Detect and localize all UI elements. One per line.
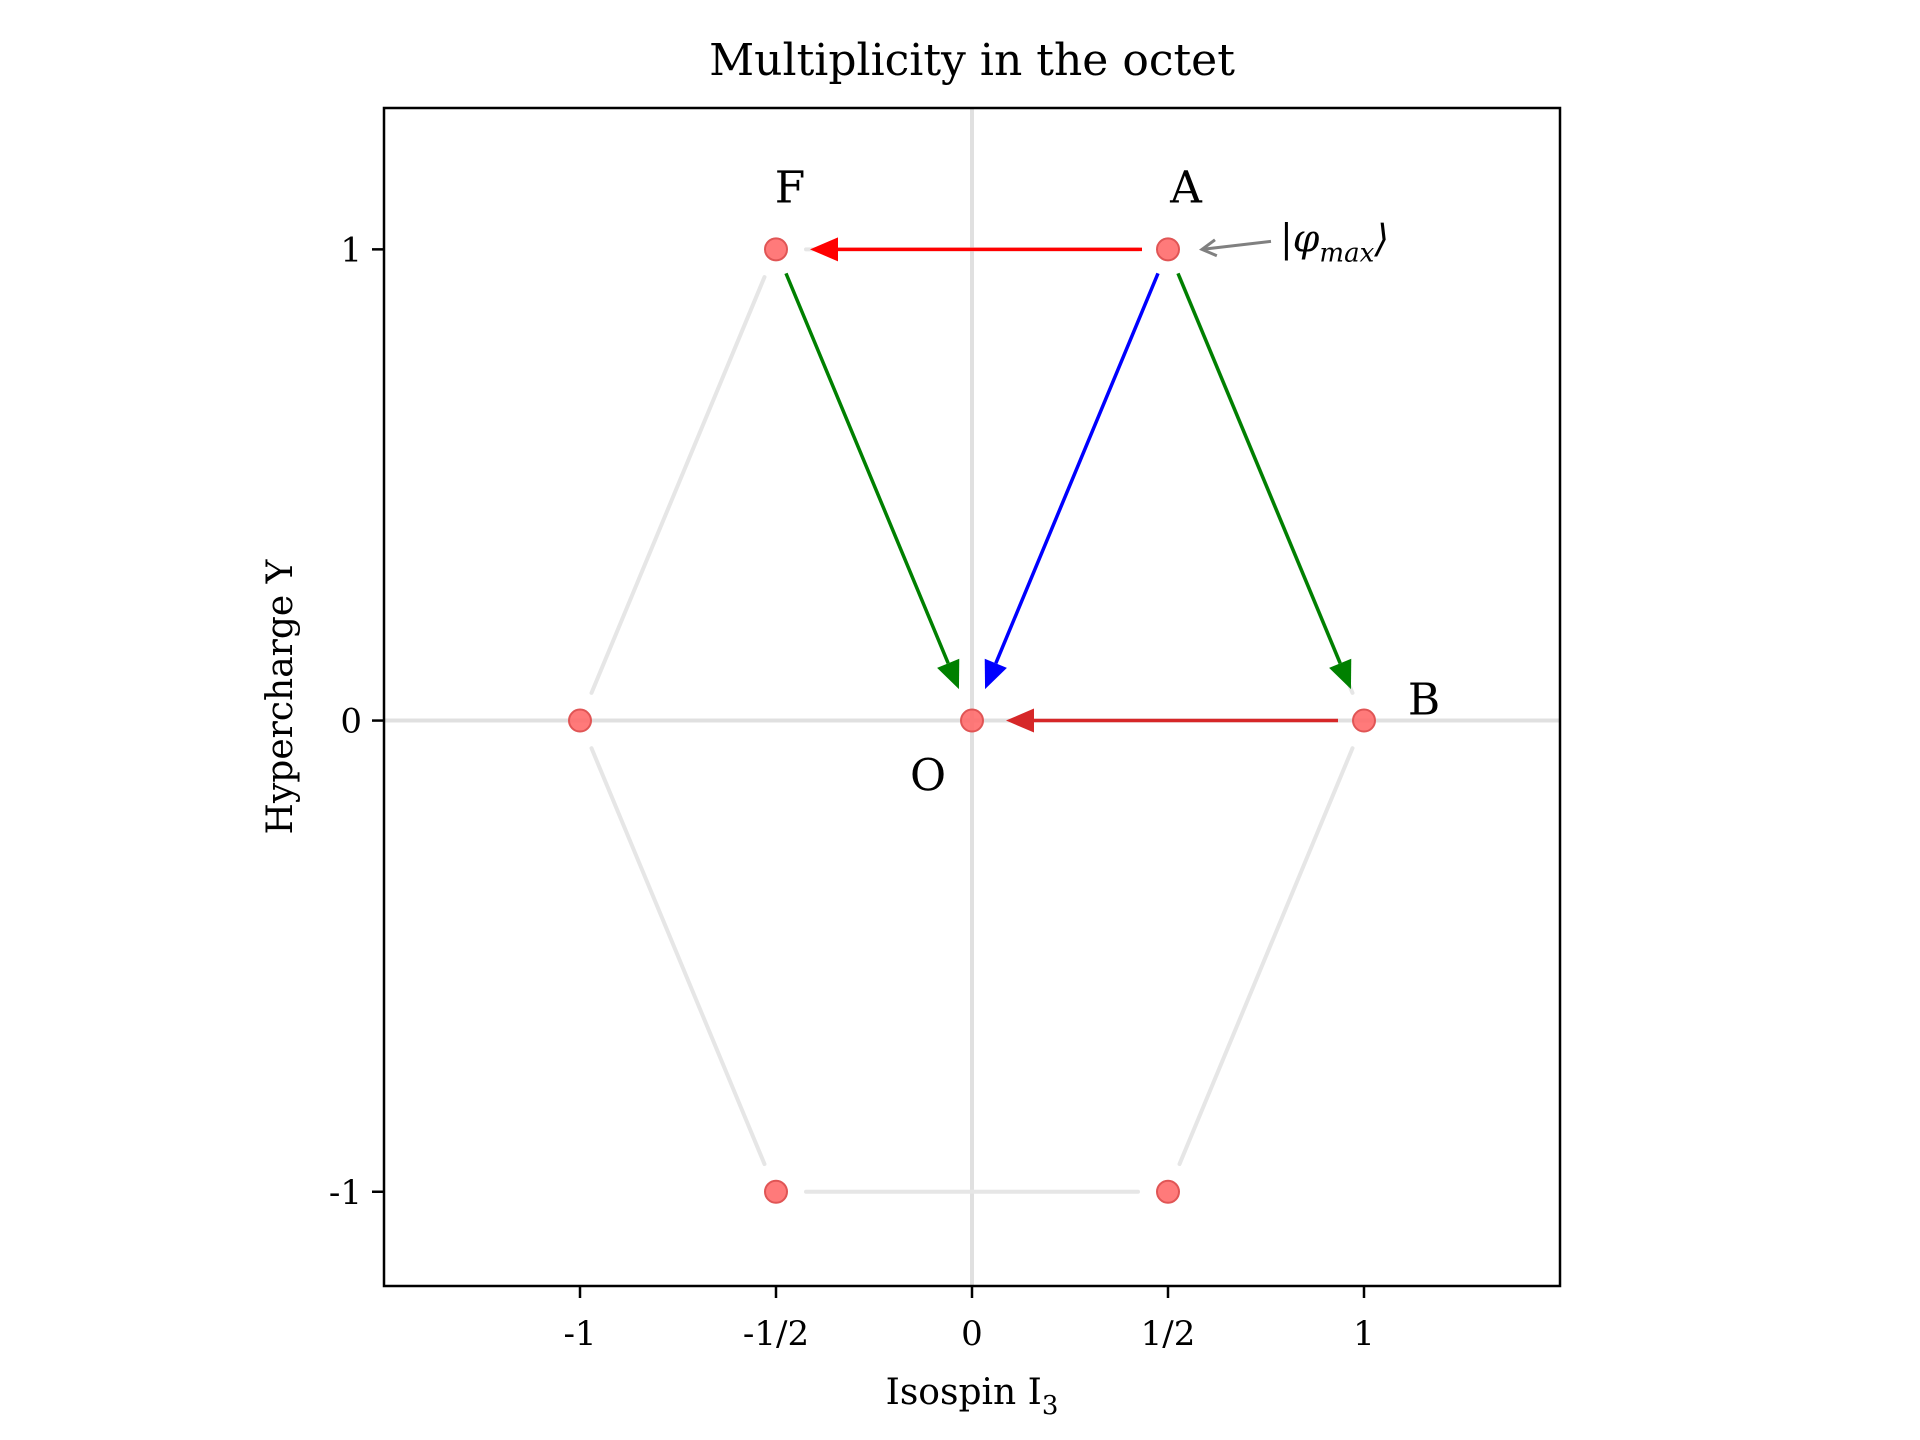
arrow-head [984, 658, 1007, 690]
annotation-main: |φ [1280, 216, 1320, 260]
y-tick-label: -1 [329, 1173, 362, 1213]
annotation-subscript: max [1319, 238, 1374, 268]
arrow-head [1006, 708, 1034, 733]
data-point [568, 708, 592, 733]
arrow-head [810, 237, 838, 262]
arrow-shaft [994, 272, 1160, 664]
point-label: B [1408, 675, 1440, 726]
annotation-arrow-line [1201, 239, 1272, 251]
arrow-head [937, 658, 960, 690]
annotation-arrow-head [1198, 238, 1218, 258]
transition-arrow [1006, 708, 1338, 733]
x-axis-label-main: Isospin I [886, 1372, 1042, 1413]
x-axis-label: Isospin I3 [886, 1372, 1059, 1421]
data-point [764, 237, 788, 262]
data-point [1156, 1179, 1180, 1204]
annotation: |φmax⟩ [1198, 216, 1389, 268]
x-tick-label: -1/2 [743, 1314, 809, 1354]
point-label: F [775, 162, 806, 213]
transition-arrow [1176, 272, 1352, 690]
y-axis-ticks: -1 0 1 [329, 230, 384, 1213]
annotation-label: |φmax⟩ [1280, 216, 1389, 268]
chart-title: Multiplicity in the octet [709, 35, 1235, 86]
x-tick-label: -1 [563, 1314, 596, 1354]
y-tick-label: 0 [340, 702, 362, 742]
arrows [784, 237, 1352, 733]
x-axis-ticks: -1 -1/2 0 1/2 1 [563, 1286, 1375, 1354]
data-point [764, 1179, 788, 1204]
y-tick-label: 1 [340, 230, 362, 270]
x-tick-label: 0 [961, 1314, 983, 1354]
x-tick-label: 1/2 [1141, 1314, 1196, 1354]
arrow-shaft [1176, 272, 1342, 664]
hexagon-edge [1177, 746, 1355, 1167]
annotation-close: ⟩ [1373, 216, 1389, 260]
data-point [1352, 708, 1376, 733]
transition-arrow [984, 272, 1160, 690]
point-labels: F A B O [775, 162, 1440, 801]
plot-area: F A B O |φmax⟩ [384, 108, 1560, 1286]
y-axis-label: Hypercharge Y [260, 558, 301, 834]
hexagon-edge [589, 275, 767, 695]
transition-arrow [784, 272, 960, 690]
arrow-head [1329, 658, 1352, 690]
x-axis-label-subscript: 3 [1042, 1391, 1059, 1421]
arrow-shaft [784, 272, 950, 664]
data-points [568, 237, 1376, 1204]
data-point [960, 708, 984, 733]
x-tick-label: 1 [1353, 1314, 1375, 1354]
transition-arrow [810, 237, 1142, 262]
point-label: O [910, 751, 946, 802]
hexagon-edge [589, 746, 767, 1167]
data-point [1156, 237, 1180, 262]
point-label: A [1169, 162, 1203, 213]
